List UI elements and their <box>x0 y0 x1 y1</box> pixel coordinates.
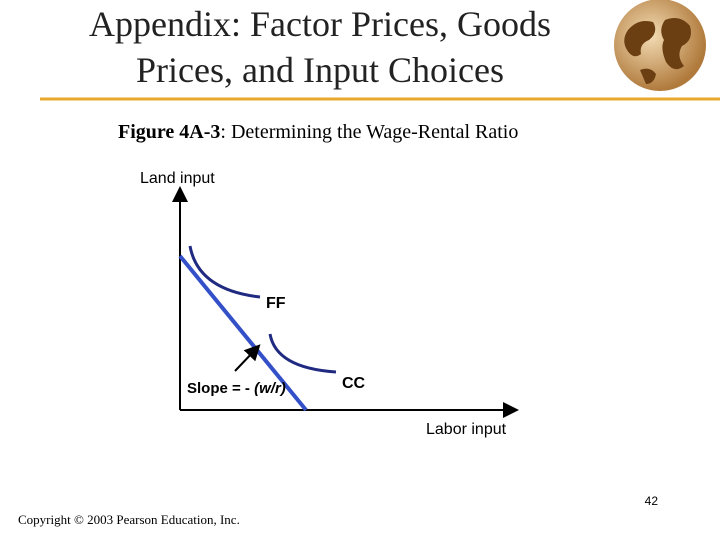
slope-label: Slope = - (w/r) <box>187 380 286 397</box>
page-number: 42 <box>645 494 659 508</box>
slide-title-line: Prices, and Input Choices <box>136 50 504 90</box>
copyright: Copyright © 2003 Pearson Education, Inc. <box>18 512 240 527</box>
x-axis-label: Labor input <box>426 421 507 438</box>
figure-number: Figure 4A-3 <box>118 121 220 143</box>
isocost-line <box>178 254 308 412</box>
curve-label: FF <box>266 295 286 312</box>
y-axis-label: Land input <box>140 170 215 187</box>
slope-label-text: Slope = - <box>187 380 254 397</box>
figure-caption-text: : Determining the Wage-Rental Ratio <box>220 121 518 143</box>
figure-caption: Figure 4A-3: Determining the Wage-Rental… <box>118 121 518 143</box>
globe-icon <box>614 0 706 91</box>
slope-label-ratio: (w/r) <box>254 380 286 397</box>
isoquant-cc <box>268 333 337 374</box>
slope-arrow <box>234 344 261 372</box>
isoquant-ff <box>188 245 261 299</box>
slide-title-line: Appendix: Factor Prices, Goods <box>89 4 551 44</box>
curve-label: CC <box>342 375 366 392</box>
